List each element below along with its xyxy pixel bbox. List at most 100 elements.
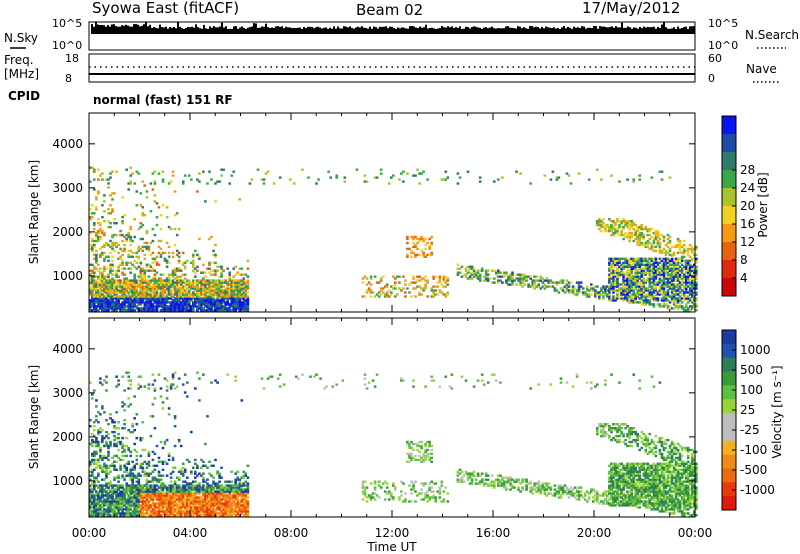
power-cell: [175, 309, 179, 312]
power-cell: [632, 178, 635, 181]
velocity-cell: [89, 498, 92, 501]
noise-bar: [615, 26, 617, 34]
power-cell: [167, 255, 171, 258]
power-cell: [99, 174, 102, 177]
power-cell: [173, 273, 177, 276]
power-cell: [674, 275, 678, 278]
power-cell: [482, 275, 486, 278]
power-cell: [192, 295, 195, 298]
velocity-cell: [127, 514, 130, 517]
power-cell: [604, 293, 607, 296]
power-cell: [682, 267, 686, 270]
power-cell: [622, 289, 625, 292]
power-cell: [658, 170, 662, 173]
velocity-cell: [171, 490, 175, 493]
power-cell: [695, 257, 698, 260]
power-cell: [93, 239, 96, 243]
power-cell: [111, 198, 114, 201]
velocity-cell: [155, 490, 159, 493]
velocity-cell: [105, 482, 108, 485]
noise-bar: [221, 22, 223, 34]
power-cell: [396, 293, 399, 296]
power-cell: [662, 235, 666, 239]
velocity-cell: [117, 506, 120, 509]
power-cell: [153, 275, 157, 278]
power-cell: [501, 281, 504, 284]
power-cell: [672, 267, 676, 270]
velocity-cell: [179, 502, 183, 505]
velocity-cell: [89, 462, 92, 465]
power-cell: [131, 283, 134, 286]
velocity-cell: [163, 486, 167, 489]
power-cell: [628, 235, 631, 239]
power-cell: [624, 220, 627, 223]
velocity-cell: [99, 448, 102, 452]
velocity-cell: [175, 486, 179, 489]
power-cell: [177, 289, 181, 292]
velocity-cell: [175, 504, 179, 507]
power-cell: [693, 279, 696, 282]
power-cell: [688, 273, 692, 276]
power-cell: [179, 301, 183, 304]
power-cell: [638, 241, 641, 245]
power-cell: [167, 277, 171, 280]
noise-bar: [417, 28, 419, 34]
noise-bar: [333, 26, 335, 34]
power-cell: [214, 253, 217, 257]
power-cell: [612, 233, 615, 237]
power-cell: [125, 295, 128, 298]
power-cell: [212, 309, 215, 312]
power-cell: [103, 291, 106, 294]
velocity-cell: [135, 508, 139, 511]
noise-bar: [523, 27, 525, 34]
power-cell: [133, 182, 136, 185]
noise-bar: [127, 25, 129, 34]
velocity-cell: [99, 466, 102, 469]
power-cell: [632, 263, 635, 266]
velocity-cell: [105, 500, 108, 503]
power-cell: [688, 291, 692, 294]
power-cell: [165, 216, 169, 219]
velocity-cell: [194, 484, 197, 487]
noise-bar: [385, 26, 387, 34]
power-cell: [636, 275, 639, 278]
noise-bar: [601, 26, 603, 34]
power-cell: [533, 287, 536, 290]
power-cell: [163, 289, 167, 292]
power-cell: [242, 307, 246, 310]
power-cell: [646, 271, 650, 274]
noise-bar: [455, 27, 457, 34]
power-cell: [648, 299, 652, 302]
velocity-cell: [113, 484, 116, 487]
power-cell: [656, 281, 660, 284]
velocity-cell: [188, 510, 191, 513]
power-cell: [149, 285, 153, 288]
noise-bar: [207, 28, 209, 34]
power-cell: [656, 241, 660, 245]
noise-bar: [633, 27, 635, 34]
velocity-cell: [155, 506, 159, 509]
power-cell: [218, 289, 221, 292]
power-cell: [183, 273, 187, 276]
power-cell: [161, 251, 165, 255]
power-cell: [438, 289, 442, 292]
power-cell: [646, 259, 650, 262]
power-cell: [616, 285, 619, 288]
velocity-cell: [119, 514, 122, 517]
velocity-cell: [95, 498, 98, 501]
velocity-cell: [196, 498, 199, 501]
power-cell: [230, 283, 233, 286]
power-cell: [418, 182, 421, 185]
power-cell: [678, 249, 682, 253]
power-cell: [640, 297, 644, 300]
power-cell: [684, 277, 688, 280]
power-cell: [145, 245, 149, 249]
power-cell: [117, 267, 120, 270]
noise-bar: [225, 26, 227, 34]
power-cell: [155, 271, 159, 274]
power-cell: [220, 291, 223, 294]
power-cell: [111, 309, 114, 312]
velocity-cell: [163, 510, 167, 513]
velocity-cell: [159, 514, 163, 517]
noise-bar: [117, 26, 119, 34]
